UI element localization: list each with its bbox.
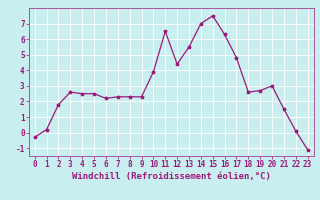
X-axis label: Windchill (Refroidissement éolien,°C): Windchill (Refroidissement éolien,°C) [72,172,271,181]
